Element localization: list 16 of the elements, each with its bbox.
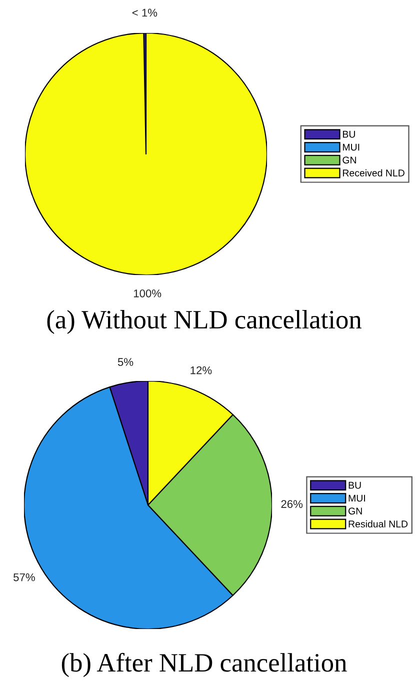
data-label: < 1% bbox=[132, 8, 158, 17]
legend-label: MUI bbox=[342, 144, 360, 151]
legend-label: GN bbox=[348, 508, 362, 515]
data-label: 100% bbox=[134, 289, 162, 298]
data-label: 12% bbox=[190, 366, 212, 374]
text: (b) After NLD cancellation bbox=[62, 652, 347, 678]
legend-label: BU bbox=[348, 482, 361, 489]
legend-label: MUI bbox=[348, 494, 365, 502]
legend-label: Residual NLD bbox=[348, 520, 408, 528]
text: (a) Without NLD cancellation bbox=[47, 310, 362, 334]
data-label: 57% bbox=[14, 573, 35, 582]
data-label: 26% bbox=[281, 500, 303, 508]
data-label: 5% bbox=[118, 358, 134, 366]
legend-label: GN bbox=[342, 156, 356, 164]
legend-label: BU bbox=[342, 130, 355, 138]
legend-label: Received NLD bbox=[342, 169, 404, 176]
